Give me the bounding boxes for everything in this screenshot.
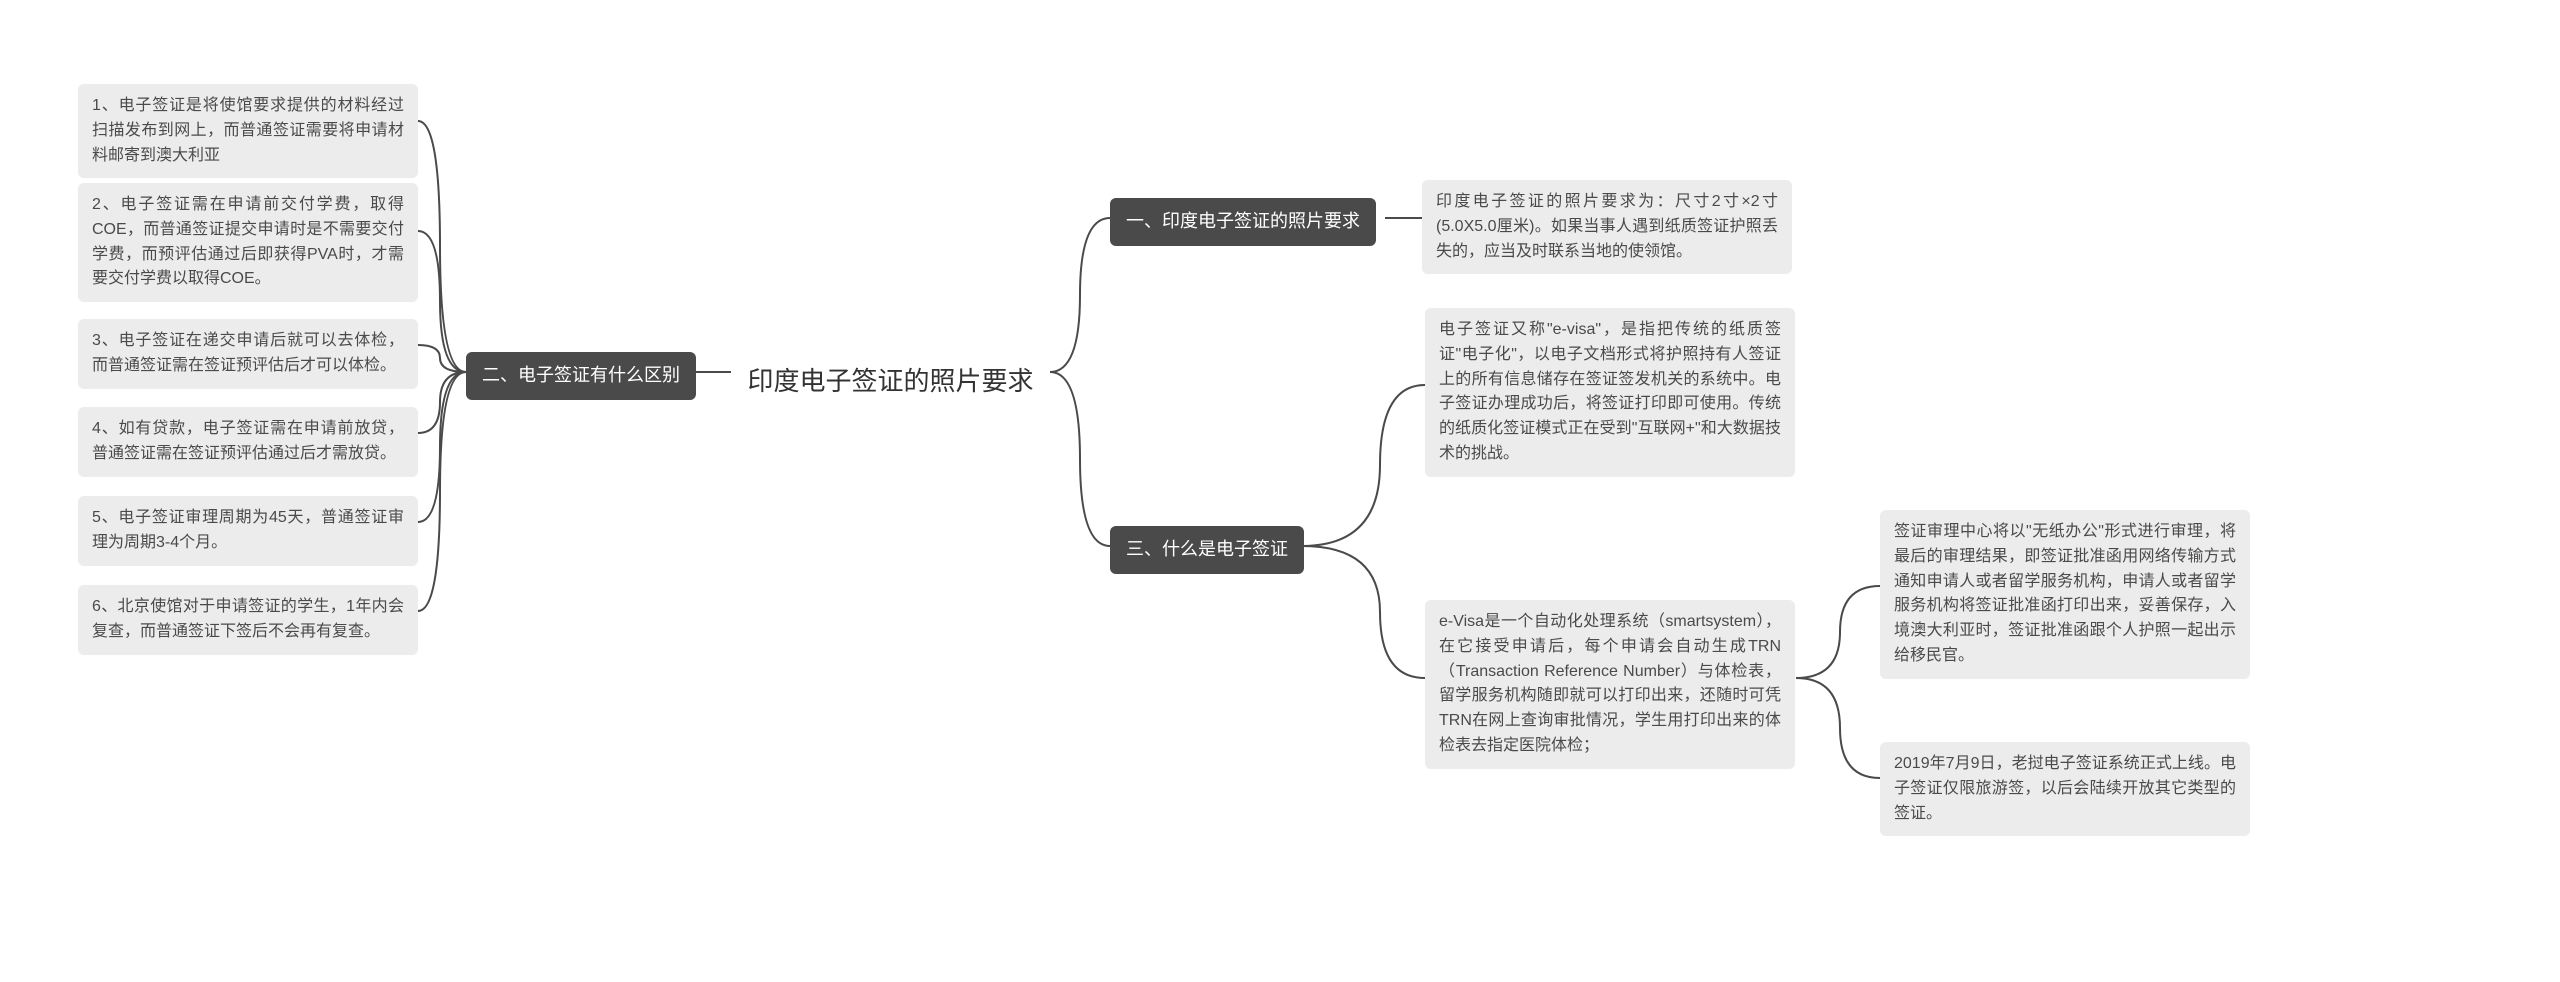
- root-node: 印度电子签证的照片要求: [731, 353, 1050, 409]
- left-item-6: 6、北京使馆对于申请签证的学生，1年内会复查，而普通签证下签后不会再有复查。: [78, 585, 418, 655]
- right-sub-2-text: 2019年7月9日，老挝电子签证系统正式上线。电子签证仅限旅游签，以后会陆续开放…: [1894, 755, 2236, 822]
- right-section-1-label: 一、印度电子签证的照片要求: [1126, 211, 1360, 231]
- right-item-2-text: e-Visa是一个自动化处理系统（smartsystem），在它接受申请后，每个…: [1439, 613, 1781, 754]
- left-item-2: 2、电子签证需在申请前交付学费，取得COE，而普通签证提交申请时是不需要交付学费…: [78, 183, 418, 302]
- right-section-1-detail-text: 印度电子签证的照片要求为：尺寸2寸×2寸(5.0X5.0厘米)。如果当事人遇到纸…: [1436, 193, 1778, 260]
- right-sub-1-text: 签证审理中心将以"无纸办公"形式进行审理，将最后的审理结果，即签证批准函用网络传…: [1894, 523, 2236, 664]
- right-sub-1: 签证审理中心将以"无纸办公"形式进行审理，将最后的审理结果，即签证批准函用网络传…: [1880, 510, 2250, 679]
- left-item-3: 3、电子签证在递交申请后就可以去体检，而普通签证需在签证预评估后才可以体检。: [78, 319, 418, 389]
- left-item-4-text: 4、如有贷款，电子签证需在申请前放贷，普通签证需在签证预评估通过后才需放贷。: [92, 420, 404, 462]
- left-item-2-text: 2、电子签证需在申请前交付学费，取得COE，而普通签证提交申请时是不需要交付学费…: [92, 196, 404, 287]
- left-item-3-text: 3、电子签证在递交申请后就可以去体检，而普通签证需在签证预评估后才可以体检。: [92, 332, 404, 374]
- right-section-3-label: 三、什么是电子签证: [1126, 539, 1288, 559]
- left-item-1-text: 1、电子签证是将使馆要求提供的材料经过扫描发布到网上，而普通签证需要将申请材料邮…: [92, 97, 404, 164]
- left-section-label: 二、电子签证有什么区别: [482, 365, 680, 385]
- left-section: 二、电子签证有什么区别: [466, 352, 696, 400]
- right-section-3: 三、什么是电子签证: [1110, 526, 1304, 574]
- left-item-6-text: 6、北京使馆对于申请签证的学生，1年内会复查，而普通签证下签后不会再有复查。: [92, 598, 404, 640]
- right-item-2: e-Visa是一个自动化处理系统（smartsystem），在它接受申请后，每个…: [1425, 600, 1795, 769]
- right-item-1-text: 电子签证又称"e-visa"，是指把传统的纸质签证"电子化"，以电子文档形式将护…: [1439, 321, 1781, 462]
- right-section-1-detail: 印度电子签证的照片要求为：尺寸2寸×2寸(5.0X5.0厘米)。如果当事人遇到纸…: [1422, 180, 1792, 274]
- right-section-1: 一、印度电子签证的照片要求: [1110, 198, 1376, 246]
- right-item-1: 电子签证又称"e-visa"，是指把传统的纸质签证"电子化"，以电子文档形式将护…: [1425, 308, 1795, 477]
- right-sub-2: 2019年7月9日，老挝电子签证系统正式上线。电子签证仅限旅游签，以后会陆续开放…: [1880, 742, 2250, 836]
- left-item-5-text: 5、电子签证审理周期为45天，普通签证审理为周期3-4个月。: [92, 509, 404, 551]
- left-item-1: 1、电子签证是将使馆要求提供的材料经过扫描发布到网上，而普通签证需要将申请材料邮…: [78, 84, 418, 178]
- left-item-4: 4、如有贷款，电子签证需在申请前放贷，普通签证需在签证预评估通过后才需放贷。: [78, 407, 418, 477]
- left-item-5: 5、电子签证审理周期为45天，普通签证审理为周期3-4个月。: [78, 496, 418, 566]
- root-title: 印度电子签证的照片要求: [747, 366, 1033, 396]
